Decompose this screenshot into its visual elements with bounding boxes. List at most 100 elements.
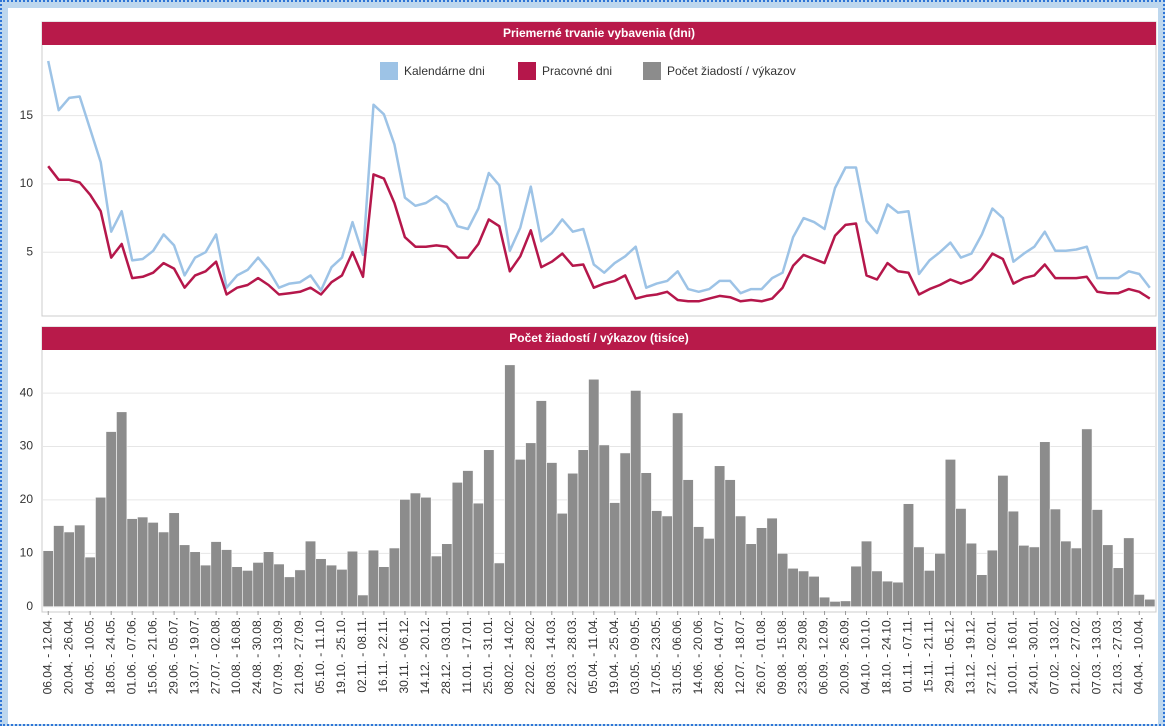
bar	[231, 566, 243, 608]
bar	[630, 390, 642, 608]
bar	[304, 540, 317, 608]
bar	[168, 512, 180, 608]
bar	[1070, 547, 1082, 608]
bar	[703, 538, 715, 608]
bar	[1039, 441, 1051, 608]
y-tick-label: 10	[20, 545, 34, 559]
x-tick-label: 05.04. - 11.04.	[586, 617, 600, 694]
x-tick-label: 10.01. - 16.01.	[1006, 617, 1020, 694]
bar	[315, 558, 327, 608]
x-tick-label: 06.09. - 12.09.	[817, 617, 831, 694]
bar	[63, 531, 75, 608]
x-tick-label: 08.03. - 14.03.	[544, 617, 558, 694]
bar	[567, 472, 579, 608]
bar	[955, 508, 967, 608]
x-tick-label: 16.11. - 22.11.	[376, 617, 390, 693]
x-tick-label: 29.06. - 05.07.	[166, 617, 180, 694]
bar	[787, 567, 799, 608]
bar	[409, 492, 421, 608]
bar	[462, 470, 474, 608]
x-tick-label: 22.03. - 28.03.	[565, 617, 579, 694]
bar	[105, 431, 117, 608]
x-tick-label: 07.09. - 13.09.	[271, 617, 285, 694]
bar	[619, 452, 631, 608]
bar	[934, 553, 946, 608]
x-tick-label: 29.11. - 05.12.	[943, 617, 957, 694]
bar	[74, 524, 86, 608]
x-tick-label: 20.09. - 26.09.	[838, 617, 852, 694]
x-tick-label: 26.07. - 01.08.	[754, 617, 768, 694]
x-tick-label: 31.05. - 06.06.	[670, 617, 684, 694]
x-tick-label: 18.05. - 24.05.	[103, 617, 117, 694]
legend-label: Kalendárne dni	[404, 64, 485, 78]
x-tick-label: 12.07. - 18.07.	[733, 617, 747, 694]
bar	[850, 565, 862, 608]
bar	[325, 564, 338, 608]
bar	[588, 378, 600, 608]
x-tick-label: 27.07. - 02.08.	[208, 617, 222, 694]
legend-label: Pracovné dni	[542, 64, 612, 78]
y-tick-label: 10	[20, 176, 34, 190]
bar	[441, 543, 453, 608]
bar	[158, 531, 170, 608]
bar	[860, 540, 873, 608]
x-tick-label: 06.04. - 12.04.	[40, 617, 54, 694]
bar	[126, 518, 138, 608]
x-tick-label: 13.12. - 19.12.	[964, 617, 978, 694]
bar	[724, 479, 736, 608]
bar	[147, 522, 159, 608]
bar	[179, 544, 191, 608]
bar	[336, 569, 348, 608]
x-tick-label: 28.12. - 03.01.	[439, 617, 453, 694]
y-tick-label: 5	[26, 244, 33, 258]
x-tick-label: 05.10. - 11.10.	[313, 617, 327, 694]
x-tick-label: 11.01. - 17.01.	[460, 617, 474, 694]
bar	[1102, 544, 1114, 608]
bar	[682, 479, 694, 608]
bar	[357, 594, 369, 608]
bar	[640, 472, 652, 608]
bar	[902, 503, 915, 608]
header-bottom	[42, 327, 1156, 350]
x-tick-label: 21.02. - 27.02.	[1068, 617, 1082, 694]
bar	[892, 581, 904, 608]
bar	[483, 449, 495, 608]
bar	[294, 569, 306, 608]
bar	[829, 601, 841, 608]
bar	[1144, 598, 1156, 608]
legend-label: Počet žiadostí / výkazov	[667, 64, 796, 78]
bar	[84, 556, 96, 608]
y-tick-label: 30	[20, 439, 34, 453]
bar	[493, 562, 505, 608]
x-tick-label: 23.08. - 29.08.	[796, 617, 810, 694]
bar	[1081, 428, 1093, 608]
bar	[798, 570, 810, 608]
bar	[976, 574, 988, 608]
x-tick-label: 17.05. - 23.05.	[649, 617, 663, 694]
bar	[997, 475, 1009, 608]
x-tick-label: 13.07. - 19.07.	[187, 617, 201, 694]
x-tick-label: 28.06. - 04.07.	[712, 617, 726, 694]
bar	[808, 575, 820, 608]
bar	[42, 550, 54, 608]
bar	[839, 600, 852, 608]
bar	[819, 596, 831, 608]
legend-swatch	[643, 62, 661, 80]
x-tick-label: 19.04. - 25.04.	[607, 617, 621, 694]
x-tick-label: 21.09. - 27.09.	[292, 617, 306, 694]
bar	[714, 465, 726, 608]
bar	[944, 459, 956, 608]
x-tick-label: 27.12. - 02.01.	[985, 617, 999, 694]
x-tick-label: 14.06. - 20.06.	[691, 617, 705, 694]
bar	[735, 515, 747, 608]
bar	[535, 400, 547, 608]
bar	[420, 496, 432, 608]
x-tick-label: 03.05. - 09.05.	[628, 617, 642, 694]
chart-title: Priemerné trvanie vybavenia (dni)	[503, 26, 695, 40]
x-tick-label: 19.10. - 25.10.	[334, 617, 348, 694]
bar	[367, 549, 379, 608]
x-tick-label: 09.08. - 15.08.	[775, 617, 789, 694]
